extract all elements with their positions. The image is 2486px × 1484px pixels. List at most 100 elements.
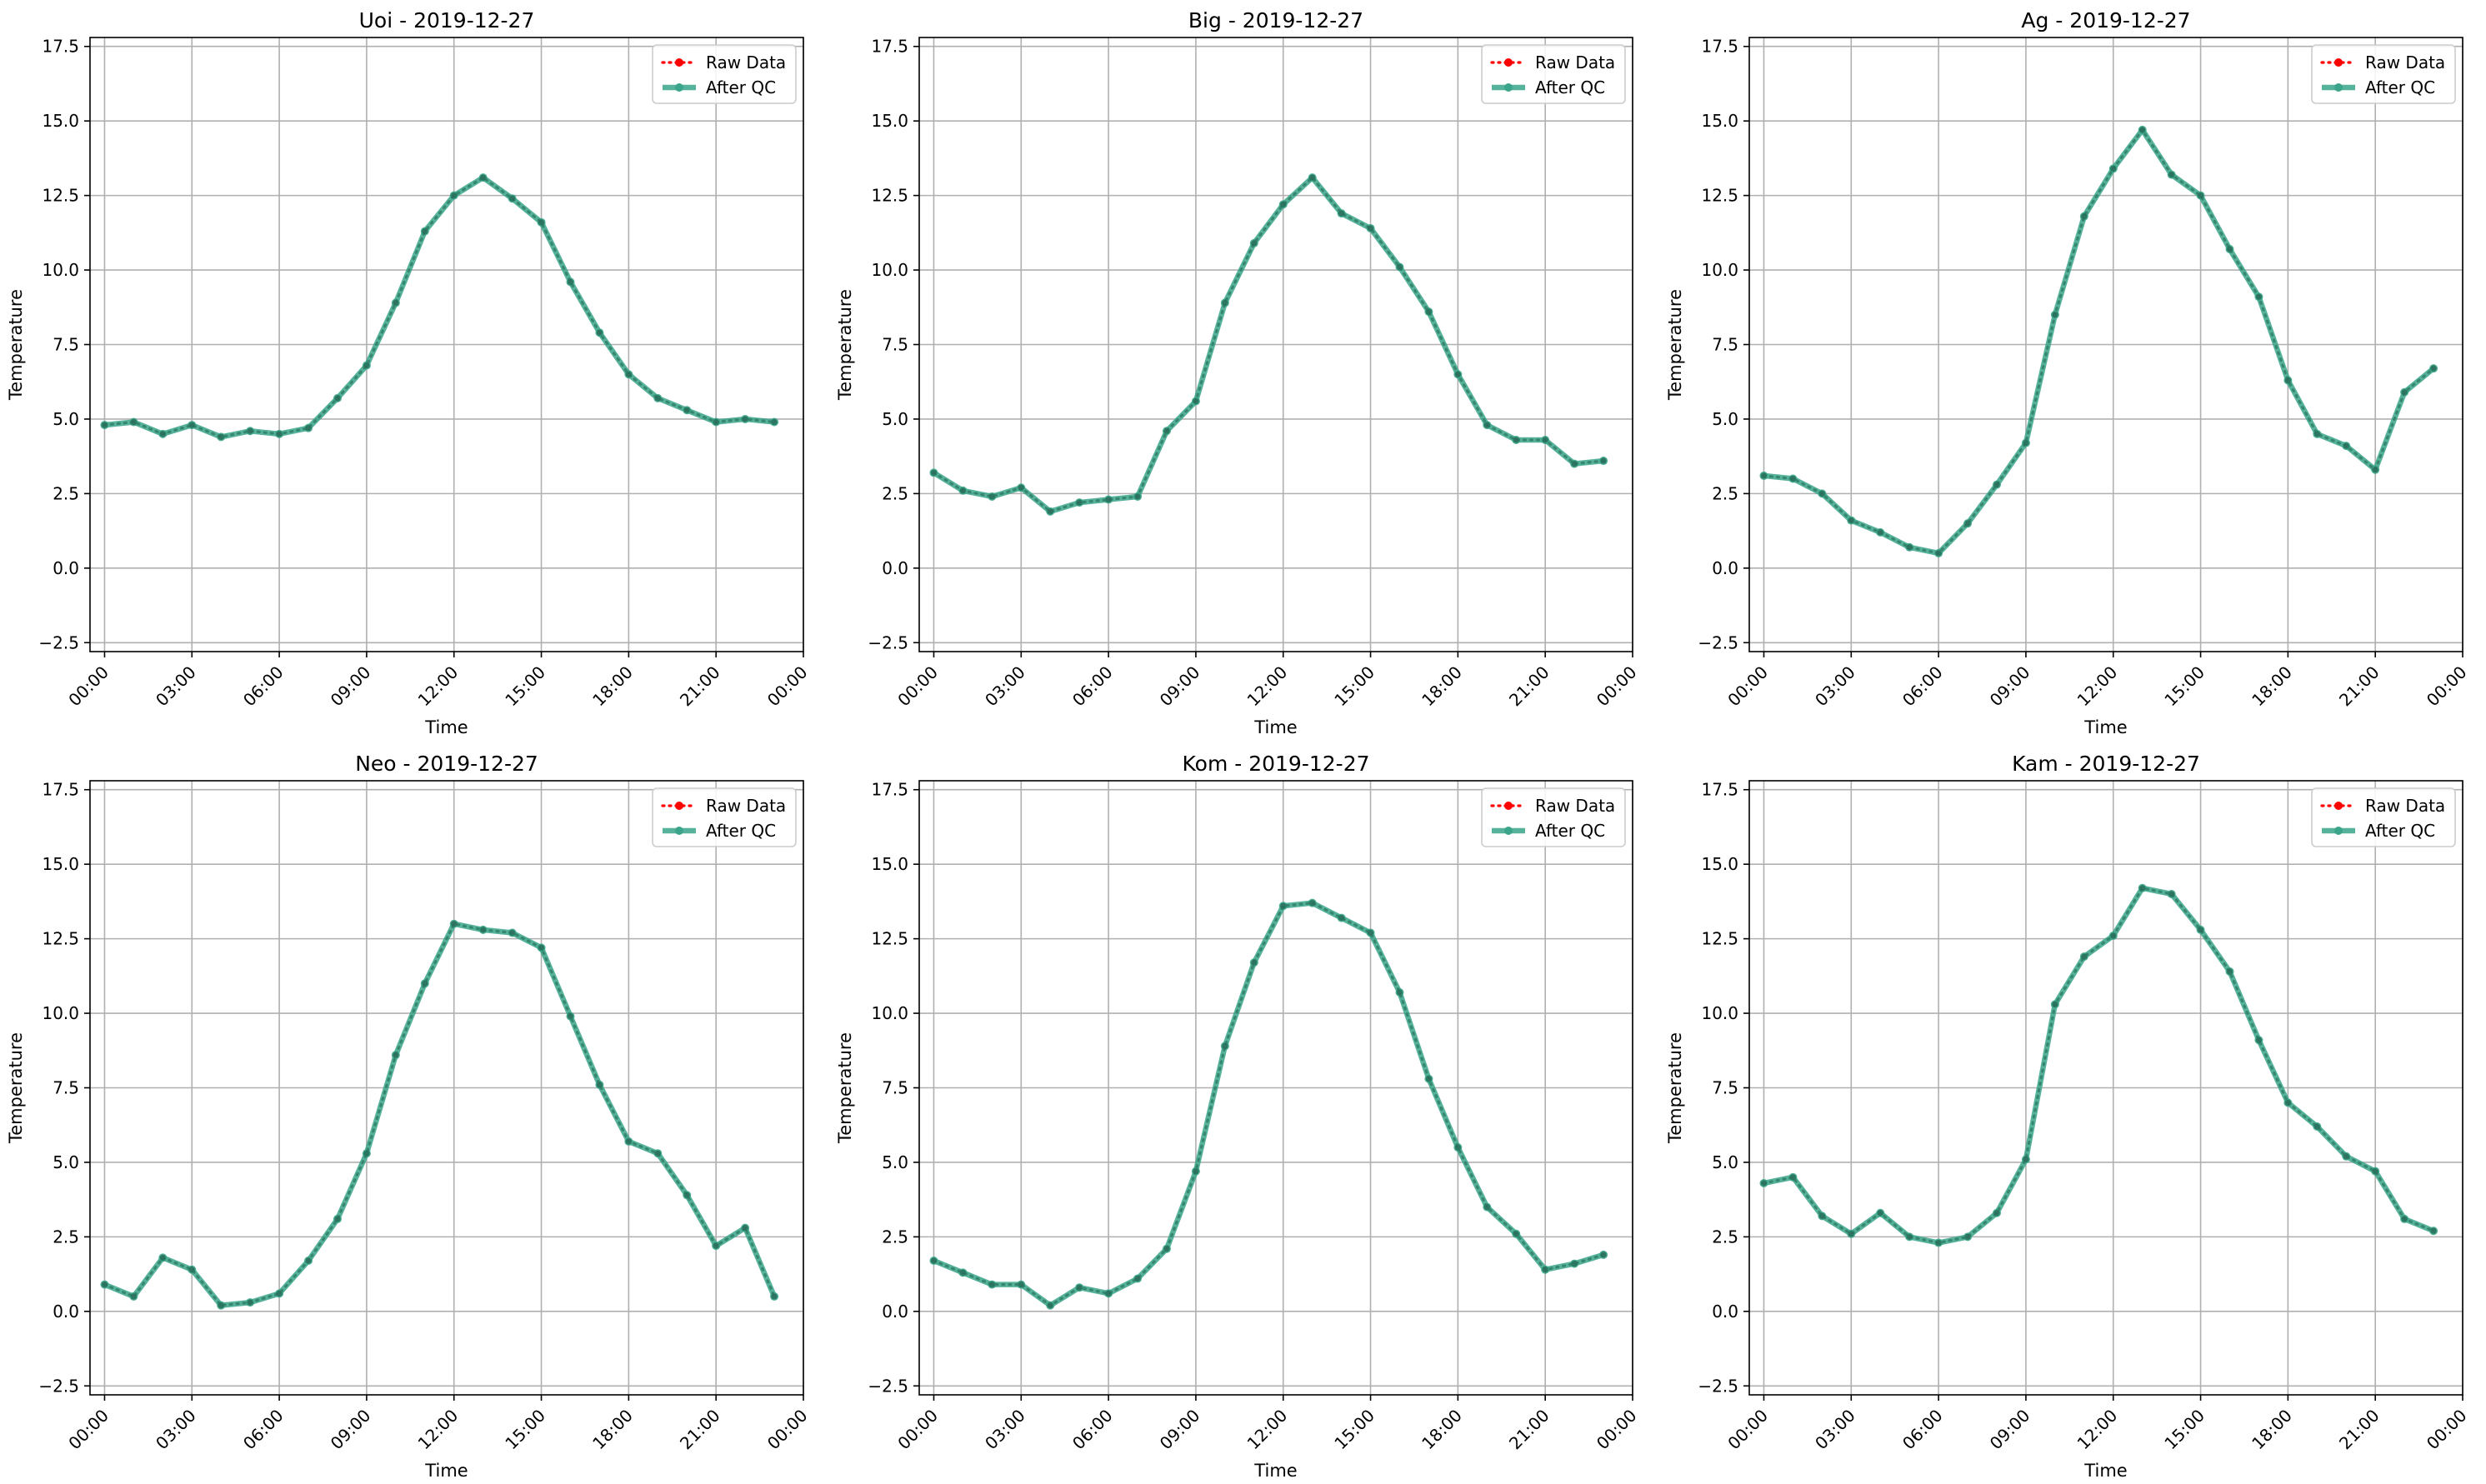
y-tick-label: 15.0 xyxy=(42,111,79,131)
legend-raw-marker xyxy=(675,802,683,810)
raw-data-point xyxy=(988,1282,995,1288)
raw-data-point xyxy=(1425,308,1433,315)
raw-data-point xyxy=(1338,914,1345,922)
raw-data-point xyxy=(1222,299,1228,307)
y-tick-label: 5.0 xyxy=(882,409,908,429)
legend-after-qc-label: After QC xyxy=(1535,821,1605,841)
raw-data-point xyxy=(1105,1290,1112,1297)
raw-data-point xyxy=(1906,544,1913,551)
raw-data-point xyxy=(276,1290,283,1297)
raw-data-point xyxy=(2255,1037,2263,1043)
raw-data-line xyxy=(103,176,776,439)
x-tick-label: 00:00 xyxy=(1723,1406,1772,1454)
y-tick-label: −2.5 xyxy=(868,632,908,652)
raw-data-point xyxy=(771,418,778,426)
y-tick-label: −2.5 xyxy=(38,632,79,652)
raw-data-point xyxy=(2284,1099,2291,1106)
y-tick-label: 5.0 xyxy=(1712,1152,1738,1172)
raw-data-point xyxy=(1280,902,1287,909)
y-tick-label: 7.5 xyxy=(1712,335,1738,355)
x-axis-label: Time xyxy=(1253,717,1297,737)
raw-data-point xyxy=(1454,1144,1461,1151)
raw-data-point xyxy=(2343,1153,2349,1160)
raw-data-point xyxy=(1018,1282,1024,1288)
y-tick-label: 7.5 xyxy=(53,335,79,355)
y-tick-label: 10.0 xyxy=(1701,1003,1738,1023)
x-tick-label: 03:00 xyxy=(1811,662,1859,711)
x-axis-label: Time xyxy=(424,717,468,737)
legend-after-qc-label: After QC xyxy=(2365,77,2435,97)
raw-data-point xyxy=(538,944,545,951)
legend-after-qc-label: After QC xyxy=(706,77,776,97)
raw-data-point xyxy=(1818,490,1825,497)
raw-data-point xyxy=(247,1299,253,1306)
raw-data-point xyxy=(188,1267,195,1273)
x-tick-label: 15:00 xyxy=(501,1406,549,1454)
chart-title: Uoi - 2019-12-27 xyxy=(359,8,535,32)
raw-data-point xyxy=(1222,1042,1228,1050)
raw-data-point xyxy=(218,1302,224,1309)
raw-data-point xyxy=(1789,475,1797,482)
raw-data-point xyxy=(1935,1239,1942,1247)
raw-data-line xyxy=(1762,127,2435,555)
raw-data-point xyxy=(567,1013,574,1020)
raw-data-point xyxy=(2313,1123,2320,1130)
raw-data-point xyxy=(2081,213,2088,220)
x-tick-label: 12:00 xyxy=(2073,1406,2122,1454)
raw-data-point xyxy=(422,227,428,235)
raw-data-point xyxy=(363,1150,370,1157)
y-axis-label: Temperature xyxy=(835,289,855,401)
legend: Raw Data After QC xyxy=(2311,44,2456,104)
x-tick-label: 15:00 xyxy=(2160,662,2208,711)
y-tick-label: 7.5 xyxy=(882,335,908,355)
y-tick-label: 12.5 xyxy=(42,929,79,949)
raw-data-point xyxy=(2023,1156,2029,1162)
y-tick-label: −2.5 xyxy=(38,1376,79,1396)
x-tick-label: 21:00 xyxy=(2335,662,2383,711)
raw-data-point xyxy=(1105,496,1112,503)
raw-data-point xyxy=(1848,517,1854,524)
legend-raw-marker xyxy=(1504,58,1513,67)
x-tick-label: 00:00 xyxy=(1593,1406,1641,1454)
x-tick-label: 12:00 xyxy=(414,1406,463,1454)
raw-data-point xyxy=(1964,1233,1971,1240)
legend-after-qc-marker xyxy=(675,83,683,92)
x-tick-label: 09:00 xyxy=(1986,1406,2034,1454)
x-tick-label: 18:00 xyxy=(2248,662,2296,711)
raw-data-point xyxy=(1571,1260,1578,1267)
x-tick-label: 00:00 xyxy=(763,1406,812,1454)
x-tick-label: 12:00 xyxy=(2073,662,2122,711)
raw-data-point xyxy=(1483,1204,1490,1211)
raw-data-point xyxy=(654,1150,661,1157)
raw-data-point xyxy=(1542,1267,1548,1273)
subplot-6: −2.5 0.0 2.5 5.0 7.5 10.0 12.5 15.0 17.5 00:00 03:… xyxy=(1665,752,2471,1481)
legend: Raw Data After QC xyxy=(2311,787,2456,847)
raw-data-point xyxy=(713,418,719,426)
raw-data-point xyxy=(1193,1168,1199,1175)
legend-after-qc-marker xyxy=(2334,83,2343,92)
x-tick-label: 00:00 xyxy=(1723,662,1772,711)
y-tick-label: 2.5 xyxy=(882,483,908,503)
raw-data-point xyxy=(567,278,574,285)
raw-data-point xyxy=(130,418,138,426)
x-tick-label: 00:00 xyxy=(64,1406,113,1454)
raw-data-point xyxy=(2226,246,2233,252)
x-tick-label: 15:00 xyxy=(1330,1406,1378,1454)
raw-data-point xyxy=(2226,968,2233,975)
raw-data-point xyxy=(1396,989,1403,996)
x-tick-label: 00:00 xyxy=(893,1406,942,1454)
y-tick-label: 17.5 xyxy=(1701,37,1738,57)
legend: Raw Data After QC xyxy=(652,787,797,847)
raw-data-point xyxy=(1047,1302,1053,1309)
raw-data-point xyxy=(218,433,224,441)
raw-data-line xyxy=(1762,887,2435,1245)
raw-data-point xyxy=(1513,1231,1519,1237)
after-qc-line xyxy=(102,921,778,1308)
raw-data-point xyxy=(1367,929,1374,937)
raw-data-point xyxy=(1483,422,1490,428)
raw-data-point xyxy=(1993,482,2000,488)
y-tick-label: 0.0 xyxy=(53,1302,79,1322)
y-tick-label: 15.0 xyxy=(1701,854,1738,874)
raw-data-point xyxy=(509,195,516,202)
